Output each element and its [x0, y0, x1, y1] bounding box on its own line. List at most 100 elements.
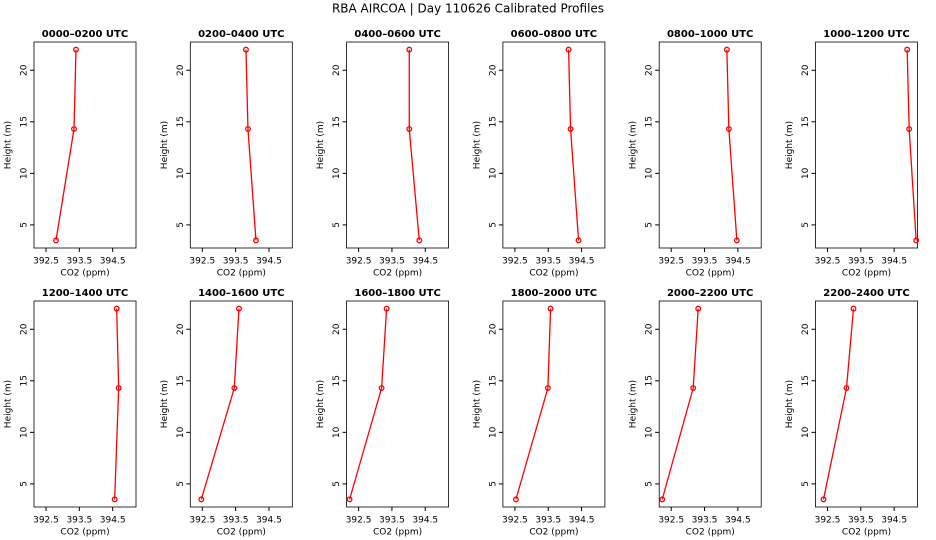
x-tick-label: 392.5: [502, 257, 528, 267]
panel-title: 0800–1000 UTC: [667, 29, 753, 40]
point: [245, 126, 251, 132]
point: [725, 126, 732, 132]
plot-frame: [189, 300, 293, 508]
y-tick-label: 15: [20, 116, 30, 127]
point: [378, 385, 385, 391]
panel-title: 1600–1800 UTC: [354, 288, 440, 299]
point: [850, 305, 857, 312]
y-tick-label: 15: [176, 116, 186, 127]
panel-title: 0000–0200 UTC: [42, 29, 128, 40]
point: [723, 46, 730, 53]
point: [198, 496, 205, 503]
panel-title: 0200–0400 UTC: [198, 29, 284, 40]
y-tick-label: 20: [332, 323, 342, 335]
y-axis-label: Height (m): [629, 121, 639, 169]
profile-line: [114, 308, 120, 500]
y-tick-label: 15: [645, 116, 655, 127]
y-axis-label: Height (m): [4, 121, 14, 169]
x-axis-label: CO2 (ppm): [60, 269, 109, 279]
x-tick-label: 393.5: [379, 516, 405, 526]
page-title: RBA AIRCOA | Day 110626 Calibrated Profi…: [332, 2, 604, 16]
y-axis-label: Height (m): [472, 121, 482, 169]
y-axis-label: Height (m): [472, 380, 482, 428]
point: [690, 385, 697, 391]
point: [111, 496, 118, 503]
point: [659, 496, 666, 503]
plot-frame: [33, 41, 137, 249]
plot-frame: [189, 41, 293, 249]
x-axis-label: CO2 (ppm): [529, 269, 578, 279]
point: [71, 126, 77, 132]
x-tick-label: 394.5: [100, 257, 126, 267]
y-axis-label: Height (m): [316, 121, 326, 169]
x-tick-label: 394.5: [100, 516, 126, 526]
plot-frame: [346, 300, 450, 508]
profile-line: [661, 308, 699, 500]
profile-line: [55, 49, 77, 241]
y-tick-label: 5: [645, 222, 655, 228]
y-tick-label: 10: [488, 167, 498, 179]
x-tick-label: 394.5: [569, 516, 595, 526]
y-tick-label: 20: [645, 64, 655, 76]
point: [913, 237, 920, 244]
y-tick-label: 10: [20, 426, 30, 438]
y-tick-label: 15: [332, 375, 342, 386]
x-axis-label: CO2 (ppm): [217, 269, 266, 279]
profile-line: [348, 308, 388, 500]
y-axis-label: Height (m): [316, 380, 326, 428]
point: [416, 237, 423, 244]
point: [115, 385, 122, 391]
plot-frame: [658, 300, 762, 508]
point: [53, 237, 59, 244]
point: [406, 126, 413, 132]
panel-title: 2000–2200 UTC: [667, 288, 753, 299]
x-tick-label: 393.5: [692, 516, 718, 526]
x-tick-label: 392.5: [658, 516, 684, 526]
y-tick-label: 20: [488, 64, 498, 76]
y-tick-label: 10: [801, 167, 811, 179]
x-tick-label: 392.5: [658, 257, 684, 267]
point: [253, 237, 259, 244]
profile-line: [726, 49, 738, 241]
x-axis-label: CO2 (ppm): [842, 269, 891, 279]
y-tick-label: 15: [645, 375, 655, 386]
point: [575, 237, 582, 244]
profile-line: [245, 49, 257, 241]
y-axis-label: Height (m): [629, 380, 639, 428]
point: [820, 496, 827, 503]
x-tick-label: 392.5: [33, 257, 59, 267]
y-tick-label: 15: [332, 116, 342, 127]
y-axis-label: Height (m): [160, 380, 170, 428]
y-tick-label: 5: [645, 481, 655, 487]
plot-frame: [346, 41, 450, 249]
point: [231, 385, 238, 391]
profile-line: [822, 308, 855, 500]
panel-title: 2200–2400 UTC: [823, 288, 909, 299]
y-tick-label: 5: [176, 222, 186, 228]
point: [73, 46, 79, 53]
x-axis-label: CO2 (ppm): [217, 528, 266, 538]
x-tick-label: 392.5: [189, 257, 215, 267]
y-tick-label: 10: [645, 167, 655, 179]
panel-title: 1000–1200 UTC: [823, 29, 909, 40]
y-tick-label: 15: [20, 375, 30, 386]
y-tick-label: 5: [20, 481, 30, 487]
point: [695, 305, 702, 312]
x-axis-label: CO2 (ppm): [686, 528, 735, 538]
x-tick-label: 393.5: [66, 257, 92, 267]
point: [383, 305, 390, 312]
x-tick-label: 392.5: [815, 257, 841, 267]
y-tick-label: 5: [332, 222, 342, 228]
y-tick-label: 15: [488, 116, 498, 127]
point: [243, 46, 249, 53]
x-axis-label: CO2 (ppm): [60, 528, 109, 538]
y-tick-label: 15: [488, 375, 498, 386]
point: [236, 305, 242, 312]
profile-line: [200, 308, 240, 500]
y-axis-label: Height (m): [160, 121, 170, 169]
y-tick-label: 20: [332, 64, 342, 76]
y-axis-label: Height (m): [785, 121, 795, 169]
x-tick-label: 394.5: [412, 516, 438, 526]
x-tick-label: 394.5: [256, 516, 282, 526]
